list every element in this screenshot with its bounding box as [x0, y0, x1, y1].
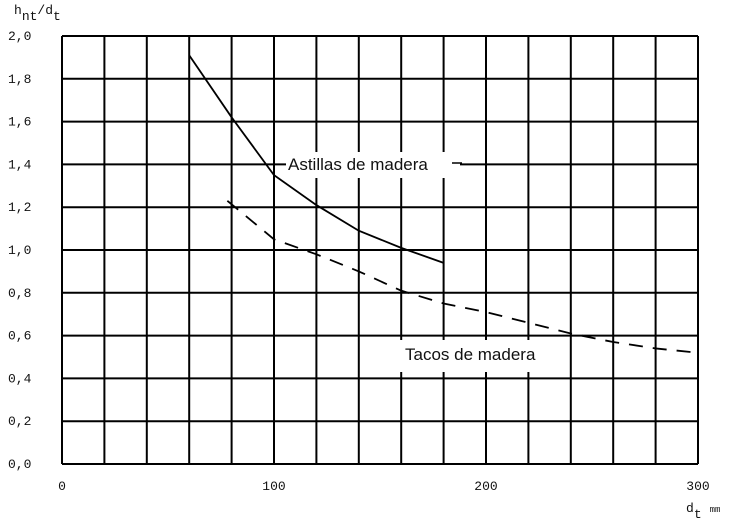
label-bg — [286, 152, 460, 178]
y-tick-label: 1,0 — [8, 243, 31, 258]
x-tick-label: 100 — [262, 479, 285, 494]
x-label-part: t — [694, 507, 702, 522]
series-line — [188, 54, 444, 264]
series-label: Astillas de madera — [288, 155, 428, 174]
label-bg — [400, 340, 565, 372]
series-line — [226, 200, 699, 354]
x-label-part: mm — [710, 505, 721, 515]
x-tick-label: 200 — [474, 479, 497, 494]
y-axis-label: hnt/dt — [14, 3, 61, 24]
y-tick-label: 0,6 — [8, 329, 31, 344]
y-tick-label: 1,4 — [8, 157, 32, 172]
y-label-part: nt — [22, 9, 38, 24]
x-axis-label: dt mm — [686, 501, 720, 522]
y-label-part: h — [14, 3, 22, 18]
y-tick-label: 0,2 — [8, 414, 31, 429]
y-tick-label: 0,0 — [8, 457, 31, 472]
y-tick-label: 0,8 — [8, 286, 31, 301]
y-tick-label: 0,4 — [8, 371, 32, 386]
y-tick-label: 2,0 — [8, 29, 31, 44]
y-tick-label: 1,8 — [8, 72, 31, 87]
x-tick-label: 300 — [686, 479, 709, 494]
y-tick-label: 1,2 — [8, 200, 31, 215]
x-tick-label: 0 — [58, 479, 66, 494]
y-label-part: t — [53, 9, 61, 24]
x-label-part: d — [686, 501, 694, 516]
y-tick-label: 1,6 — [8, 115, 31, 130]
y-label-part: /d — [37, 3, 53, 18]
series-label: Tacos de madera — [405, 345, 536, 364]
